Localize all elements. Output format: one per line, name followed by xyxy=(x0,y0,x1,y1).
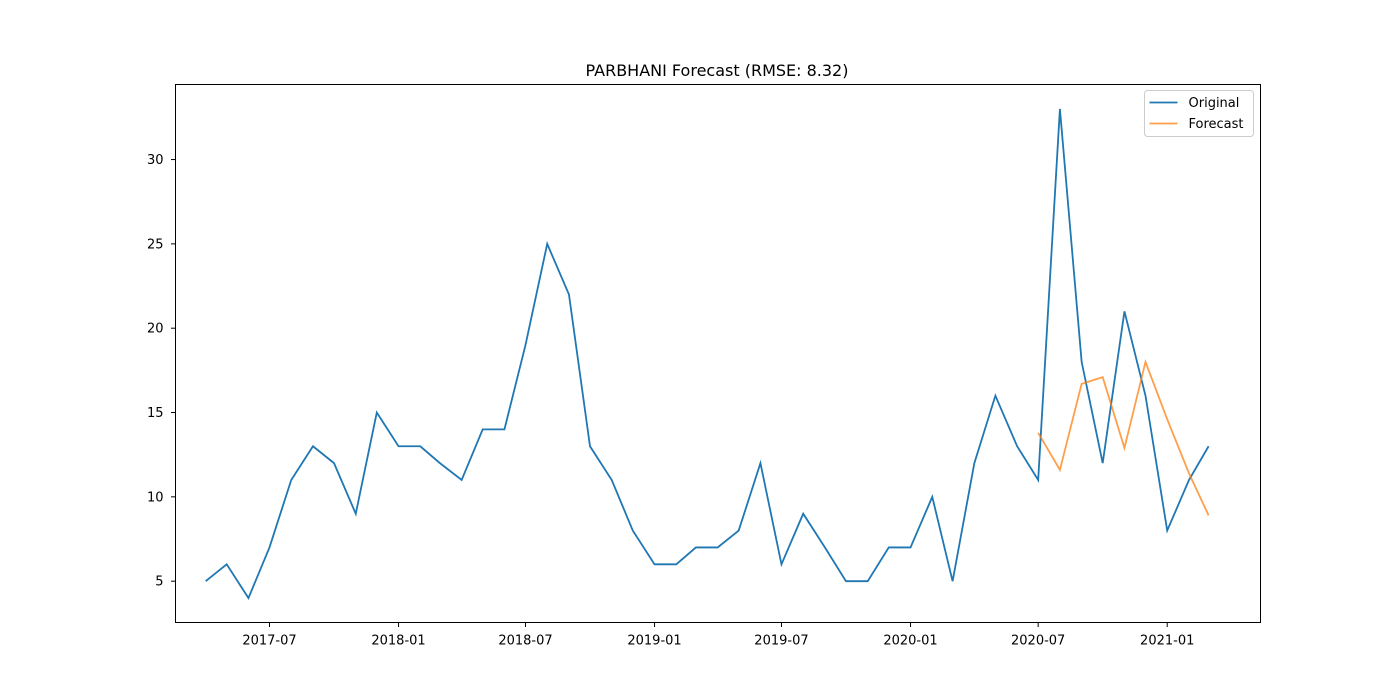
x-tick-label: 2018-07 xyxy=(498,634,552,649)
y-tick-label: 20 xyxy=(147,322,164,337)
series-line-forecast xyxy=(1037,358,1210,516)
y-axis: 5 10 15 20 25 30 xyxy=(147,153,176,590)
legend: Original Forecast xyxy=(1144,90,1254,137)
y-tick-label: 10 xyxy=(147,490,164,505)
series-layer xyxy=(205,108,1210,600)
x-tick-label: 2019-01 xyxy=(627,634,681,649)
x-tick-label: 2020-01 xyxy=(883,634,937,649)
x-axis: 2017-07 2018-01 2018-07 2019-01 2019-07 2020-… xyxy=(242,622,1194,649)
legend-label-original: Original xyxy=(1189,96,1240,111)
x-tick-label: 2018-01 xyxy=(371,634,425,649)
x-tick-label: 2017-07 xyxy=(242,634,296,649)
x-tick-label: 2019-07 xyxy=(754,634,808,649)
plot-frame xyxy=(175,84,1261,623)
y-tick-label: 5 xyxy=(155,575,163,590)
y-tick-label: 30 xyxy=(147,153,164,168)
legend-label-forecast: Forecast xyxy=(1189,117,1244,132)
y-tick-label: 15 xyxy=(147,406,164,421)
series-line-original xyxy=(205,108,1210,600)
x-tick-label: 2020-07 xyxy=(1011,634,1065,649)
x-tick-label: 2021-01 xyxy=(1140,634,1194,649)
chart-title: PARBHANI Forecast (RMSE: 8.32) xyxy=(586,61,849,80)
y-tick-label: 25 xyxy=(147,237,164,252)
